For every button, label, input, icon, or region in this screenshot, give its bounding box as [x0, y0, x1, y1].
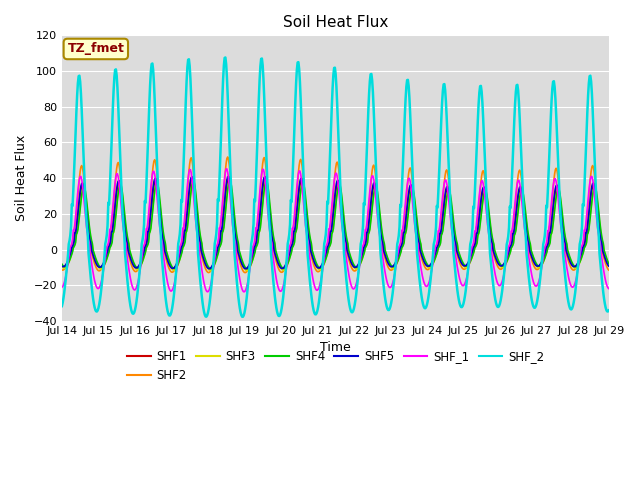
SHF1: [209, 264, 216, 269]
SHF1: [225, 174, 232, 180]
SHF1: [242, 266, 250, 272]
Line: SHF1: SHF1: [62, 177, 609, 269]
SHF_1: [58, 284, 66, 290]
Text: TZ_fmet: TZ_fmet: [67, 42, 124, 56]
SHF_2: [221, 55, 229, 60]
SHF_2: [58, 303, 66, 309]
SHF4: [124, 237, 132, 243]
SHF4: [180, 243, 188, 249]
SHF3: [124, 239, 132, 245]
SHF1: [605, 263, 612, 268]
SHF2: [241, 270, 249, 276]
SHF2: [209, 264, 216, 270]
SHF4: [605, 260, 612, 266]
SHF5: [68, 245, 76, 251]
SHF_1: [222, 166, 230, 172]
SHF_2: [209, 271, 216, 277]
SHF_2: [419, 301, 427, 307]
SHF1: [124, 241, 132, 247]
SHF4: [68, 251, 76, 257]
SHF3: [180, 243, 188, 249]
Line: SHF4: SHF4: [62, 180, 609, 269]
SHF_1: [241, 289, 248, 295]
SHF2: [403, 185, 411, 191]
SHF_2: [605, 308, 612, 313]
Line: SHF2: SHF2: [62, 157, 609, 273]
SHF3: [225, 180, 233, 185]
SHF5: [403, 204, 411, 209]
SHF_1: [605, 286, 612, 291]
SHF5: [242, 266, 250, 272]
SHF3: [209, 266, 216, 272]
SHF5: [225, 174, 232, 180]
SHF_2: [180, 162, 188, 168]
SHF2: [224, 154, 232, 160]
Line: SHF5: SHF5: [62, 177, 609, 269]
SHF1: [58, 263, 66, 269]
SHF1: [419, 255, 427, 261]
SHF3: [419, 253, 427, 259]
SHF4: [58, 261, 66, 267]
SHF5: [209, 263, 216, 268]
SHF3: [243, 268, 250, 274]
SHF2: [180, 227, 188, 232]
SHF2: [419, 260, 427, 266]
SHF1: [403, 209, 411, 215]
SHF_2: [124, 285, 132, 290]
SHF_1: [209, 272, 216, 278]
SHF4: [419, 252, 427, 258]
SHF5: [58, 264, 66, 269]
SHF_1: [180, 226, 188, 232]
SHF2: [58, 267, 66, 273]
SHF_2: [239, 314, 247, 320]
SHF3: [403, 218, 411, 224]
Title: Soil Heat Flux: Soil Heat Flux: [283, 15, 388, 30]
SHF4: [226, 177, 234, 183]
Line: SHF_2: SHF_2: [62, 58, 609, 317]
SHF5: [419, 256, 427, 262]
Line: SHF3: SHF3: [62, 182, 609, 271]
Line: SHF_1: SHF_1: [62, 169, 609, 292]
SHF5: [180, 238, 188, 244]
Y-axis label: Soil Heat Flux: Soil Heat Flux: [15, 135, 28, 221]
SHF_1: [68, 240, 76, 246]
SHF4: [209, 265, 216, 271]
X-axis label: Time: Time: [320, 341, 351, 354]
SHF5: [605, 263, 612, 269]
Legend: SHF1, SHF2, SHF3, SHF4, SHF5, SHF_1, SHF_2: SHF1, SHF2, SHF3, SHF4, SHF5, SHF_1, SHF…: [122, 345, 549, 386]
SHF1: [180, 240, 188, 246]
SHF4: [244, 266, 252, 272]
SHF_2: [403, 77, 411, 83]
SHF3: [605, 263, 612, 268]
SHF1: [68, 248, 76, 253]
SHF_1: [124, 261, 132, 266]
SHF3: [68, 251, 76, 256]
SHF4: [403, 221, 411, 227]
SHF5: [124, 248, 132, 253]
SHF_2: [68, 202, 76, 207]
SHF2: [605, 267, 612, 273]
SHF_1: [403, 183, 411, 189]
SHF2: [124, 250, 132, 256]
SHF_1: [419, 276, 427, 282]
SHF3: [58, 264, 66, 269]
SHF2: [68, 243, 76, 249]
